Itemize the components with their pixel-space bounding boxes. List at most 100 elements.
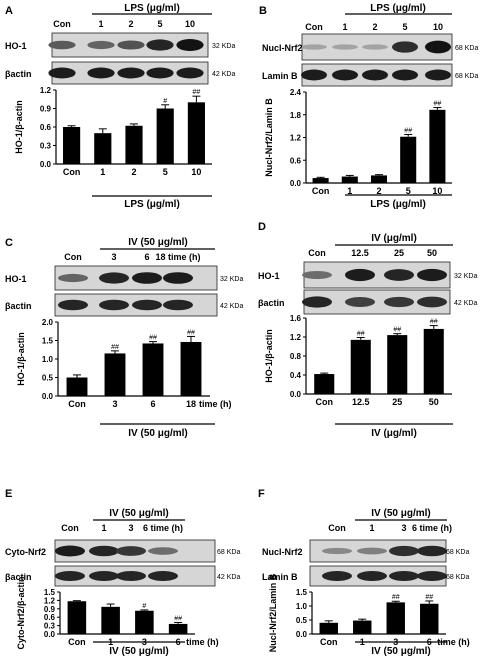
- panel-a: A LPS (μg/ml) Con 1 2 5 10 HO-1 32 KDa βactin 42 K…: [5, 3, 235, 210]
- blot-band: [322, 547, 352, 555]
- bar-plot: 0.0 0.6 1.2 1.8 2.4 Nucl-Nrf2/Lamin B Con 1 2 ## 5…: [264, 88, 452, 210]
- bar-plot: 0.0 0.3 0.6 0.9 1.2 HO-1/β-actin Con 1 2 #5 ## 10 LP…: [14, 86, 212, 210]
- blot-strip: βactin 42 KDa: [5, 61, 235, 85]
- x-tick-label: 12.5: [352, 397, 370, 407]
- blot-band: [392, 41, 418, 53]
- y-tick-label: 1.8: [290, 111, 302, 120]
- bar-plot: 0.0 0.5 1.0 1.5 2.0 HO-1/β-actin Con ## 3 ## 6 ## 18…: [16, 318, 232, 439]
- y-tick-label: 0.3: [44, 622, 56, 631]
- blot-column-label: 6 time (h): [412, 523, 452, 533]
- x-tick-suffix: time (h): [199, 399, 232, 409]
- bar: [94, 133, 112, 164]
- x-tick-label: Con: [68, 399, 86, 409]
- blot-band: [417, 296, 447, 308]
- blot-size-label: 42 KDa: [454, 300, 477, 307]
- x-tick-label: Con: [316, 397, 334, 407]
- blot-band: [302, 296, 332, 308]
- bar: [67, 601, 87, 634]
- blot-column-label: 18 time (h): [155, 252, 200, 262]
- y-tick-label: 0.0: [40, 160, 52, 169]
- blot-band: [392, 69, 418, 81]
- y-tick-label: 1.2: [290, 333, 302, 342]
- blot-band: [99, 299, 129, 311]
- blot-column-label: Con: [328, 523, 346, 533]
- bar: [353, 620, 372, 634]
- blot-band: [357, 547, 387, 555]
- bar: [101, 606, 120, 634]
- y-tick-label: 0.9: [40, 105, 52, 114]
- bar: [312, 178, 329, 183]
- blot-label: βactin: [5, 572, 32, 582]
- blot-size-label: 68 KDa: [455, 45, 478, 52]
- y-tick-label: 0.4: [290, 371, 302, 380]
- x-tick-label: 5: [163, 167, 168, 177]
- blot-band: [322, 571, 352, 581]
- y-tick-label: 2.4: [290, 88, 302, 97]
- blot-column-label: 1: [101, 523, 106, 533]
- blot-column-label: Con: [308, 248, 326, 258]
- blot-band: [146, 39, 174, 51]
- y-axis-label: HO-1/β-actin: [16, 332, 26, 386]
- blot-band: [362, 44, 388, 50]
- x-axis-label: LPS (μg/ml): [370, 199, 426, 210]
- bar: [135, 610, 154, 634]
- x-axis-label: LPS (μg/ml): [124, 199, 180, 210]
- bar: [350, 339, 371, 394]
- y-tick-label: 0.0: [296, 630, 308, 639]
- significance-mark: ##: [425, 594, 433, 601]
- panel-c: C IV (50 μg/ml) Con 3 6 18 time (h) HO-1 32 KDa…: [5, 237, 243, 439]
- bar: [370, 175, 388, 183]
- panel-letter: F: [258, 488, 265, 500]
- bar: [63, 127, 81, 164]
- x-tick-label: Con: [312, 186, 330, 196]
- blot-column-label: 1: [98, 19, 103, 29]
- bar: [142, 343, 164, 396]
- blot-band: [332, 44, 358, 50]
- x-tick-label: 5: [406, 186, 411, 196]
- blot-label: Nucl-Nrf2: [262, 43, 303, 53]
- y-tick-label: 0.8: [290, 352, 302, 361]
- significance-mark: ##: [111, 344, 119, 351]
- blot-column-label: 2: [128, 19, 133, 29]
- blot-size-label: 32 KDa: [220, 276, 243, 283]
- panel-letter: E: [5, 488, 12, 500]
- x-tick-label: Con: [68, 637, 86, 647]
- blot-column-label: 5: [157, 19, 162, 29]
- y-tick-label: 1.5: [296, 588, 308, 597]
- significance-mark: ##: [174, 616, 182, 623]
- blot-band: [417, 545, 447, 557]
- x-tick-suffix: time (h): [437, 637, 470, 647]
- bar-plot: 0.0 0.4 0.8 1.2 1.6 HO-1/β-actin Con ## 12.5 ## 25…: [264, 314, 453, 439]
- blot-column-label: 3: [128, 523, 133, 533]
- x-axis-label: IV (50 μg/ml): [371, 646, 430, 657]
- significance-mark: ##: [404, 127, 412, 134]
- blot-label: Nucl-Nrf2: [262, 547, 303, 557]
- blot-band: [163, 299, 193, 311]
- blot-column-label: 5: [402, 22, 407, 32]
- blot-band: [55, 545, 85, 557]
- blot-column-label: 2: [372, 22, 377, 32]
- blot-size-label: 32 KDa: [212, 43, 235, 50]
- blot-column-label: 1: [342, 22, 347, 32]
- blot-size-label: 42 KDa: [212, 71, 235, 78]
- blot-label: HO-1: [5, 274, 27, 284]
- blot-band: [89, 571, 119, 581]
- blot-band: [384, 269, 414, 281]
- blot-column-label: 6 time (h): [143, 523, 183, 533]
- panel-d: D IV (μg/ml) Con 12.5 25 50 HO-1 32 KDa βactin 42…: [258, 221, 477, 439]
- blot-column-label: 6: [144, 252, 149, 262]
- blot-band: [332, 69, 358, 81]
- blot-label: Lamin B: [262, 71, 298, 81]
- y-tick-label: 0.9: [44, 605, 56, 614]
- bar: [125, 125, 143, 164]
- x-axis-label: IV (50 μg/ml): [109, 646, 168, 657]
- blot-band: [176, 39, 204, 51]
- x-tick-label: Con: [320, 637, 338, 647]
- y-tick-label: 0.6: [40, 123, 52, 132]
- panel-letter: D: [258, 221, 266, 233]
- blot-band: [87, 40, 115, 50]
- bar: [319, 622, 338, 634]
